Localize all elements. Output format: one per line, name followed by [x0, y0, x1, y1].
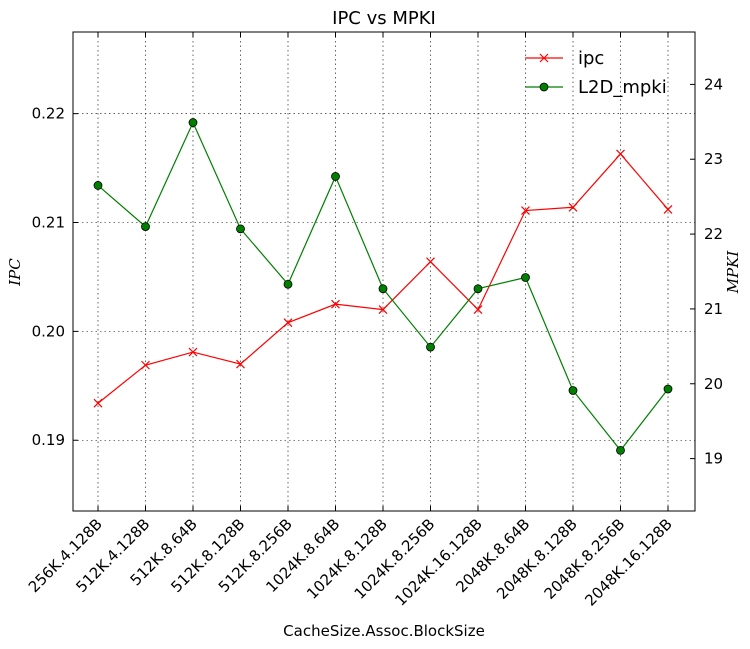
- x-axis-label: CacheSize.Assoc.BlockSize: [283, 622, 485, 640]
- data-point-l2d-mpki: [188, 118, 198, 127]
- y-tick-label-right: 22: [704, 225, 723, 243]
- grid-lines: [73, 32, 695, 511]
- y-tick-label-left: 0.19: [32, 431, 65, 449]
- data-point-ipc: [426, 257, 435, 267]
- data-point-l2d-mpki: [473, 284, 483, 294]
- x-tick-label: 2048K.16.128B: [581, 515, 675, 609]
- series-layer: [93, 118, 673, 455]
- y-tick-label-left: 0.20: [32, 322, 65, 340]
- y-tick-label-right: 20: [704, 375, 723, 393]
- data-point-ipc: [521, 206, 530, 215]
- data-point-ipc: [331, 299, 340, 309]
- y-tick-label-right: 24: [704, 75, 723, 93]
- data-point-l2d-mpki: [283, 279, 293, 289]
- data-point-l2d-mpki: [236, 224, 245, 234]
- legend: ipc L2D_mpki: [525, 48, 667, 98]
- legend-label-l2d-mpki: L2D_mpki: [578, 77, 667, 98]
- data-point-ipc: [473, 305, 483, 315]
- data-point-l2d-mpki: [331, 172, 340, 181]
- data-point-ipc: [568, 202, 578, 212]
- data-point-ipc: [236, 359, 245, 369]
- y-axis-label-right: MPKI: [724, 250, 742, 295]
- x-tick-label: 1024K.16.128B: [391, 515, 485, 609]
- data-point-l2d-mpki: [141, 222, 150, 231]
- data-point-ipc: [378, 305, 388, 315]
- axis-ticks: [73, 32, 695, 511]
- legend-marker-l2d-mpki: [539, 82, 549, 92]
- chart-title: IPC vs MPKI: [332, 8, 436, 29]
- y-tick-label-left: 0.22: [32, 105, 65, 123]
- data-point-l2d-mpki: [521, 273, 530, 282]
- legend-label-ipc: ipc: [578, 48, 604, 69]
- data-point-l2d-mpki: [93, 181, 103, 190]
- plot-frame: [72, 31, 696, 512]
- y-tick-label-right: 21: [704, 300, 723, 318]
- data-point-ipc: [93, 398, 103, 408]
- data-point-l2d-mpki: [378, 284, 388, 294]
- data-point-l2d-mpki: [616, 445, 625, 455]
- data-point-ipc: [141, 360, 150, 370]
- data-point-ipc: [663, 205, 673, 214]
- y-tick-label-left: 0.21: [32, 214, 65, 232]
- data-point-ipc: [616, 149, 625, 159]
- data-point-ipc: [283, 318, 293, 328]
- y-tick-label-right: 19: [704, 450, 723, 468]
- y-axis-label-left: IPC: [6, 258, 24, 287]
- data-point-l2d-mpki: [568, 386, 578, 395]
- data-point-ipc: [188, 347, 198, 357]
- data-point-l2d-mpki: [663, 384, 673, 394]
- y-tick-label-right: 23: [704, 150, 723, 168]
- data-point-l2d-mpki: [426, 342, 435, 352]
- legend-marker-ipc: [539, 53, 549, 63]
